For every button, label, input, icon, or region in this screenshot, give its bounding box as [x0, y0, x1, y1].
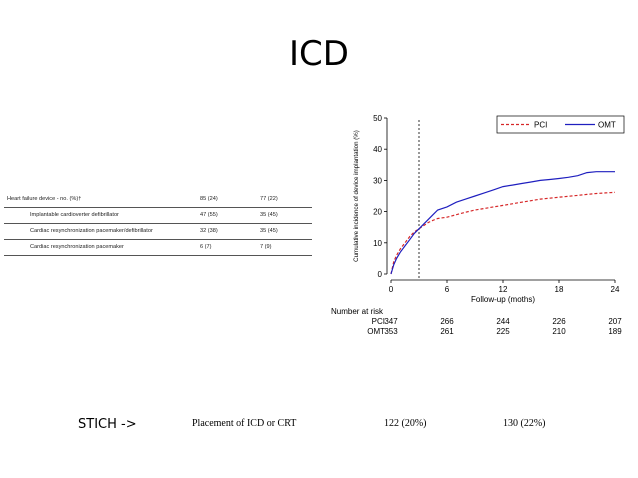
table-row-value-a: 6 (7) [200, 244, 212, 250]
risk-table-title: Number at risk [331, 307, 384, 316]
risk-row-label: PCI [371, 317, 385, 326]
x-tick-label: 24 [611, 285, 620, 294]
legend-box [496, 115, 625, 134]
table-row-value-a: 32 (38) [200, 228, 218, 234]
y-tick-label: 30 [373, 176, 382, 185]
stich-row-label: Placement of ICD or CRT [192, 418, 297, 429]
table-header-value-a: 85 (24) [200, 196, 218, 202]
stich-value-1: 122 (20%) [384, 418, 427, 429]
x-tick-label: 12 [499, 285, 508, 294]
stich-label: STICH -> [78, 417, 137, 432]
slide-title: ICD [289, 34, 349, 74]
table-header-label: Heart failure device - no. (%)† [7, 196, 82, 202]
risk-value: 261 [440, 327, 454, 336]
table-row-label: Cardiac resynchronization pacemaker/defi… [30, 228, 153, 234]
x-axis-label: Follow-up (moths) [471, 295, 535, 304]
legend-label-omt: OMT [598, 121, 616, 130]
table-row: Cardiac resynchronization pacemaker/defi… [4, 223, 312, 239]
device-table: Heart failure device - no. (%)† 85 (24) … [4, 192, 312, 256]
risk-value: 226 [552, 317, 566, 326]
x-tick-label: 0 [389, 285, 394, 294]
table-row-value-b: 7 (9) [260, 244, 272, 250]
risk-row-label: OMT [367, 327, 385, 336]
table-header-row: Heart failure device - no. (%)† 85 (24) … [4, 192, 312, 207]
y-tick-label: 40 [373, 145, 382, 154]
x-tick-label: 6 [445, 285, 450, 294]
table-header-value-b: 77 (22) [260, 196, 278, 202]
risk-value: 225 [496, 327, 510, 336]
y-tick-label: 10 [373, 239, 382, 248]
series-line-pci [390, 191, 616, 275]
x-tick-label: 18 [555, 285, 564, 294]
risk-value: 210 [552, 327, 566, 336]
risk-value: 353 [384, 327, 398, 336]
table-row: Cardiac resynchronization pacemaker 6 (7… [4, 239, 312, 255]
table-row-value-b: 35 (45) [260, 212, 278, 218]
risk-value: 244 [496, 317, 510, 326]
table-row-value-a: 47 (55) [200, 212, 218, 218]
y-tick-label: 50 [373, 114, 382, 123]
table-row-label: Cardiac resynchronization pacemaker [30, 244, 124, 250]
table-row-label: Implantable cardioverter defibrillator [30, 212, 119, 218]
y-axis-label: Cumulative incidence of device implantat… [353, 130, 360, 262]
risk-value: 266 [440, 317, 454, 326]
km-chart: 0 10 20 30 40 50 0 6 12 18 24 Follow-up (moths) Cumu… [353, 114, 625, 304]
table-row-value-b: 35 (45) [260, 228, 278, 234]
table-row: Implantable cardioverter defibrillator 4… [4, 207, 312, 223]
series-line-omt [390, 171, 615, 275]
legend-label-pci: PCI [534, 121, 547, 130]
stich-value-2: 130 (22%) [503, 418, 546, 429]
risk-value: 207 [608, 317, 622, 326]
risk-value: 189 [608, 327, 622, 336]
y-tick-label: 0 [378, 270, 383, 279]
table-bottom-rule [4, 255, 312, 256]
risk-value: 347 [384, 317, 398, 326]
y-tick-label: 20 [373, 208, 382, 217]
